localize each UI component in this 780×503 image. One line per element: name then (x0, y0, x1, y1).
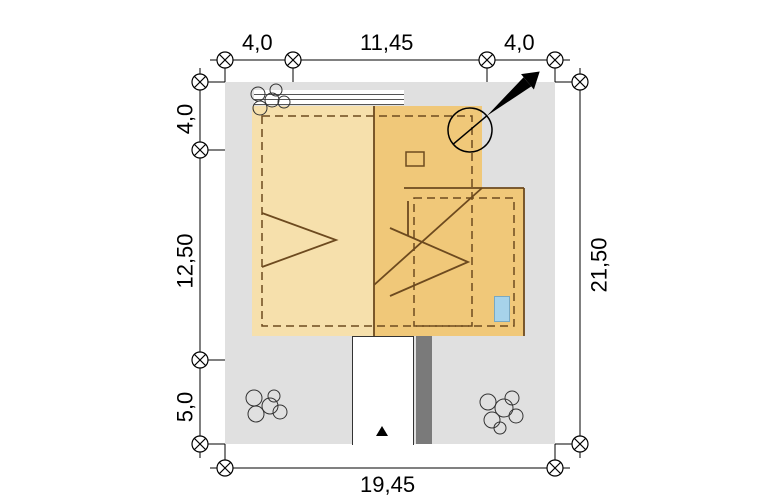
dim-left-2: 12,50 (173, 233, 199, 288)
driveway-pad (352, 336, 414, 445)
dim-top-1: 4,0 (242, 30, 273, 56)
dim-right-1: 21,50 (587, 237, 613, 292)
skylight (494, 296, 510, 322)
dim-bottom-1: 19,45 (360, 472, 415, 498)
dim-top (210, 52, 570, 82)
dim-top-2: 11,45 (360, 30, 413, 56)
roof-light-1 (252, 106, 374, 336)
driveway-strip (416, 336, 432, 444)
dim-right (555, 68, 588, 458)
site-plan-diagram: { "canvas": { "width": 780, "height": 50… (0, 0, 780, 503)
dim-left-3: 5,0 (172, 392, 198, 423)
dim-top-3: 4,0 (504, 30, 535, 56)
plank-3 (254, 100, 404, 105)
dim-left-1: 4,0 (172, 104, 198, 135)
